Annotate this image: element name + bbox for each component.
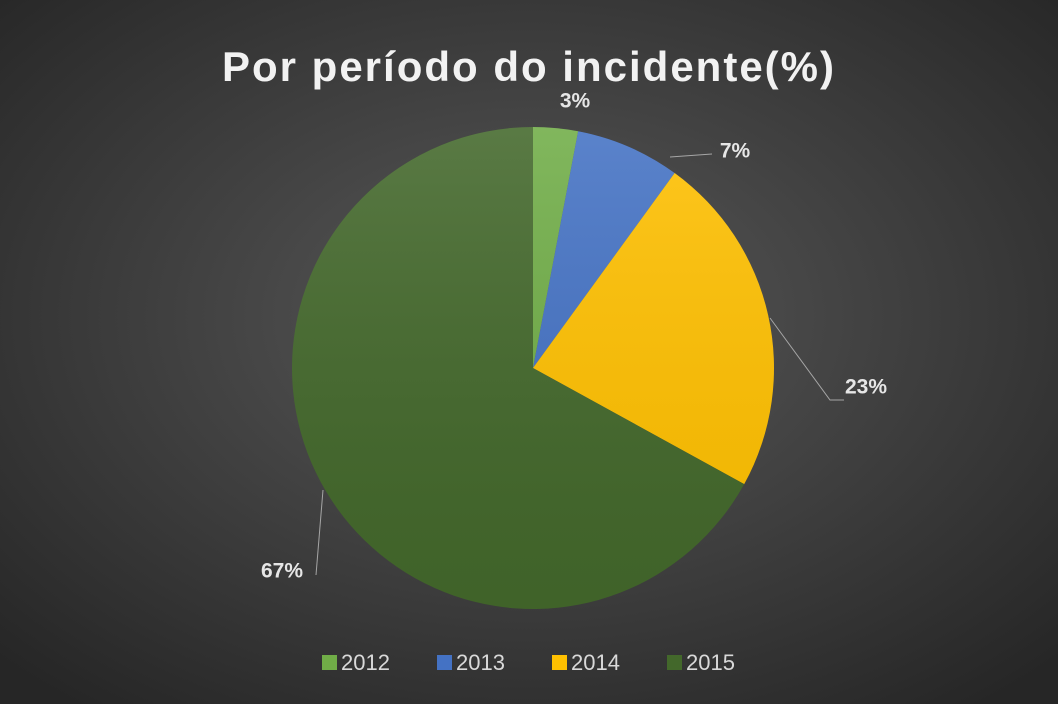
data-label: 23%	[845, 376, 887, 399]
legend-label: 2015	[686, 650, 735, 675]
legend-swatch	[322, 655, 337, 670]
data-label: 67%	[261, 560, 303, 583]
chart-title: Por período do incidente(%)	[222, 43, 836, 90]
legend-swatch	[667, 655, 682, 670]
legend-label: 2012	[341, 650, 390, 675]
data-label: 3%	[560, 90, 591, 113]
legend-label: 2014	[571, 650, 620, 675]
leader-line	[769, 317, 844, 401]
legend-swatch	[437, 655, 452, 670]
data-label: 7%	[720, 140, 751, 163]
legend-swatch	[552, 655, 567, 670]
legend-label: 2013	[456, 650, 505, 675]
